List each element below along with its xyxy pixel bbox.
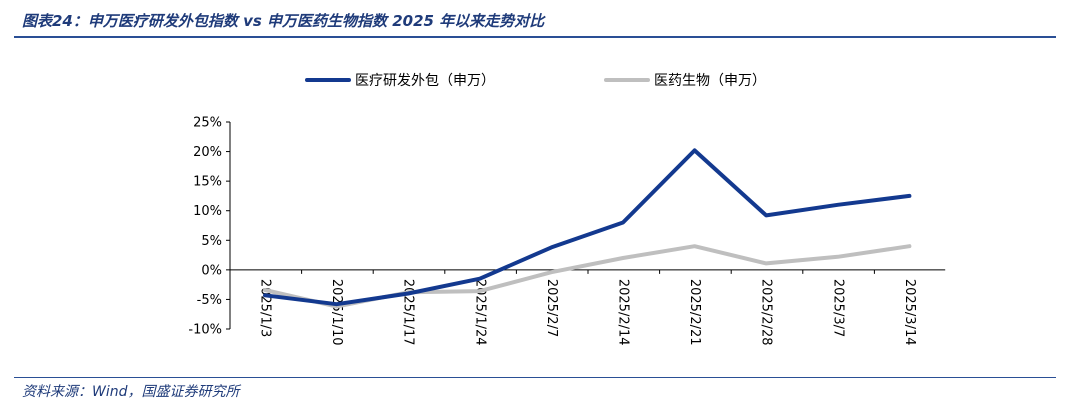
legend-label-1: 医疗研发外包（申万） [355,73,495,89]
y-tick-label: -5% [197,293,222,308]
y-tick-label: 25% [193,116,222,131]
y-tick-label: 5% [201,234,222,249]
y-tick-label: 20% [193,145,222,160]
source-note: 资料来源：Wind，国盛证券研究所 [22,384,240,400]
series-line-1 [263,148,912,307]
x-axis: 2025/1/3 2025/1/10 2025/1/17 2025/1/24 2025/… [229,269,946,346]
x-tick-label: 2025/2/14 [616,279,631,346]
y-tick-label: 0% [201,263,222,278]
x-tick-label: 2025/1/3 [258,279,273,337]
figure-title: 图表24：申万医疗研发外包指数 vs 申万医药生物指数 2025 年以来走势对比 [22,12,545,30]
series-line-2 [263,244,912,309]
y-tick-label: -10% [188,323,222,338]
x-tick-label: 2025/1/24 [472,279,487,346]
x-tick-label: 2025/2/7 [544,279,559,337]
legend: 医疗研发外包（申万） 医药生物（申万） [305,73,766,89]
series-group [263,148,912,309]
x-tick-label: 2025/1/17 [401,279,416,346]
x-tick-label: 2025/3/14 [902,279,917,346]
title-rule [14,36,1056,38]
x-tick-label: 2025/2/28 [759,279,774,346]
x-tick-label: 2025/2/21 [687,279,702,346]
x-tick-label: 2025/3/7 [830,279,845,337]
y-tick-label: 15% [193,175,222,190]
y-tick-label: 10% [193,204,222,219]
source-rule [14,377,1056,378]
y-axis: -10% -5% 0% 5% 10% 15% 20% 25% [188,116,231,338]
x-tick-label: 2025/1/10 [329,279,344,346]
legend-label-2: 医药生物（申万） [654,73,766,89]
